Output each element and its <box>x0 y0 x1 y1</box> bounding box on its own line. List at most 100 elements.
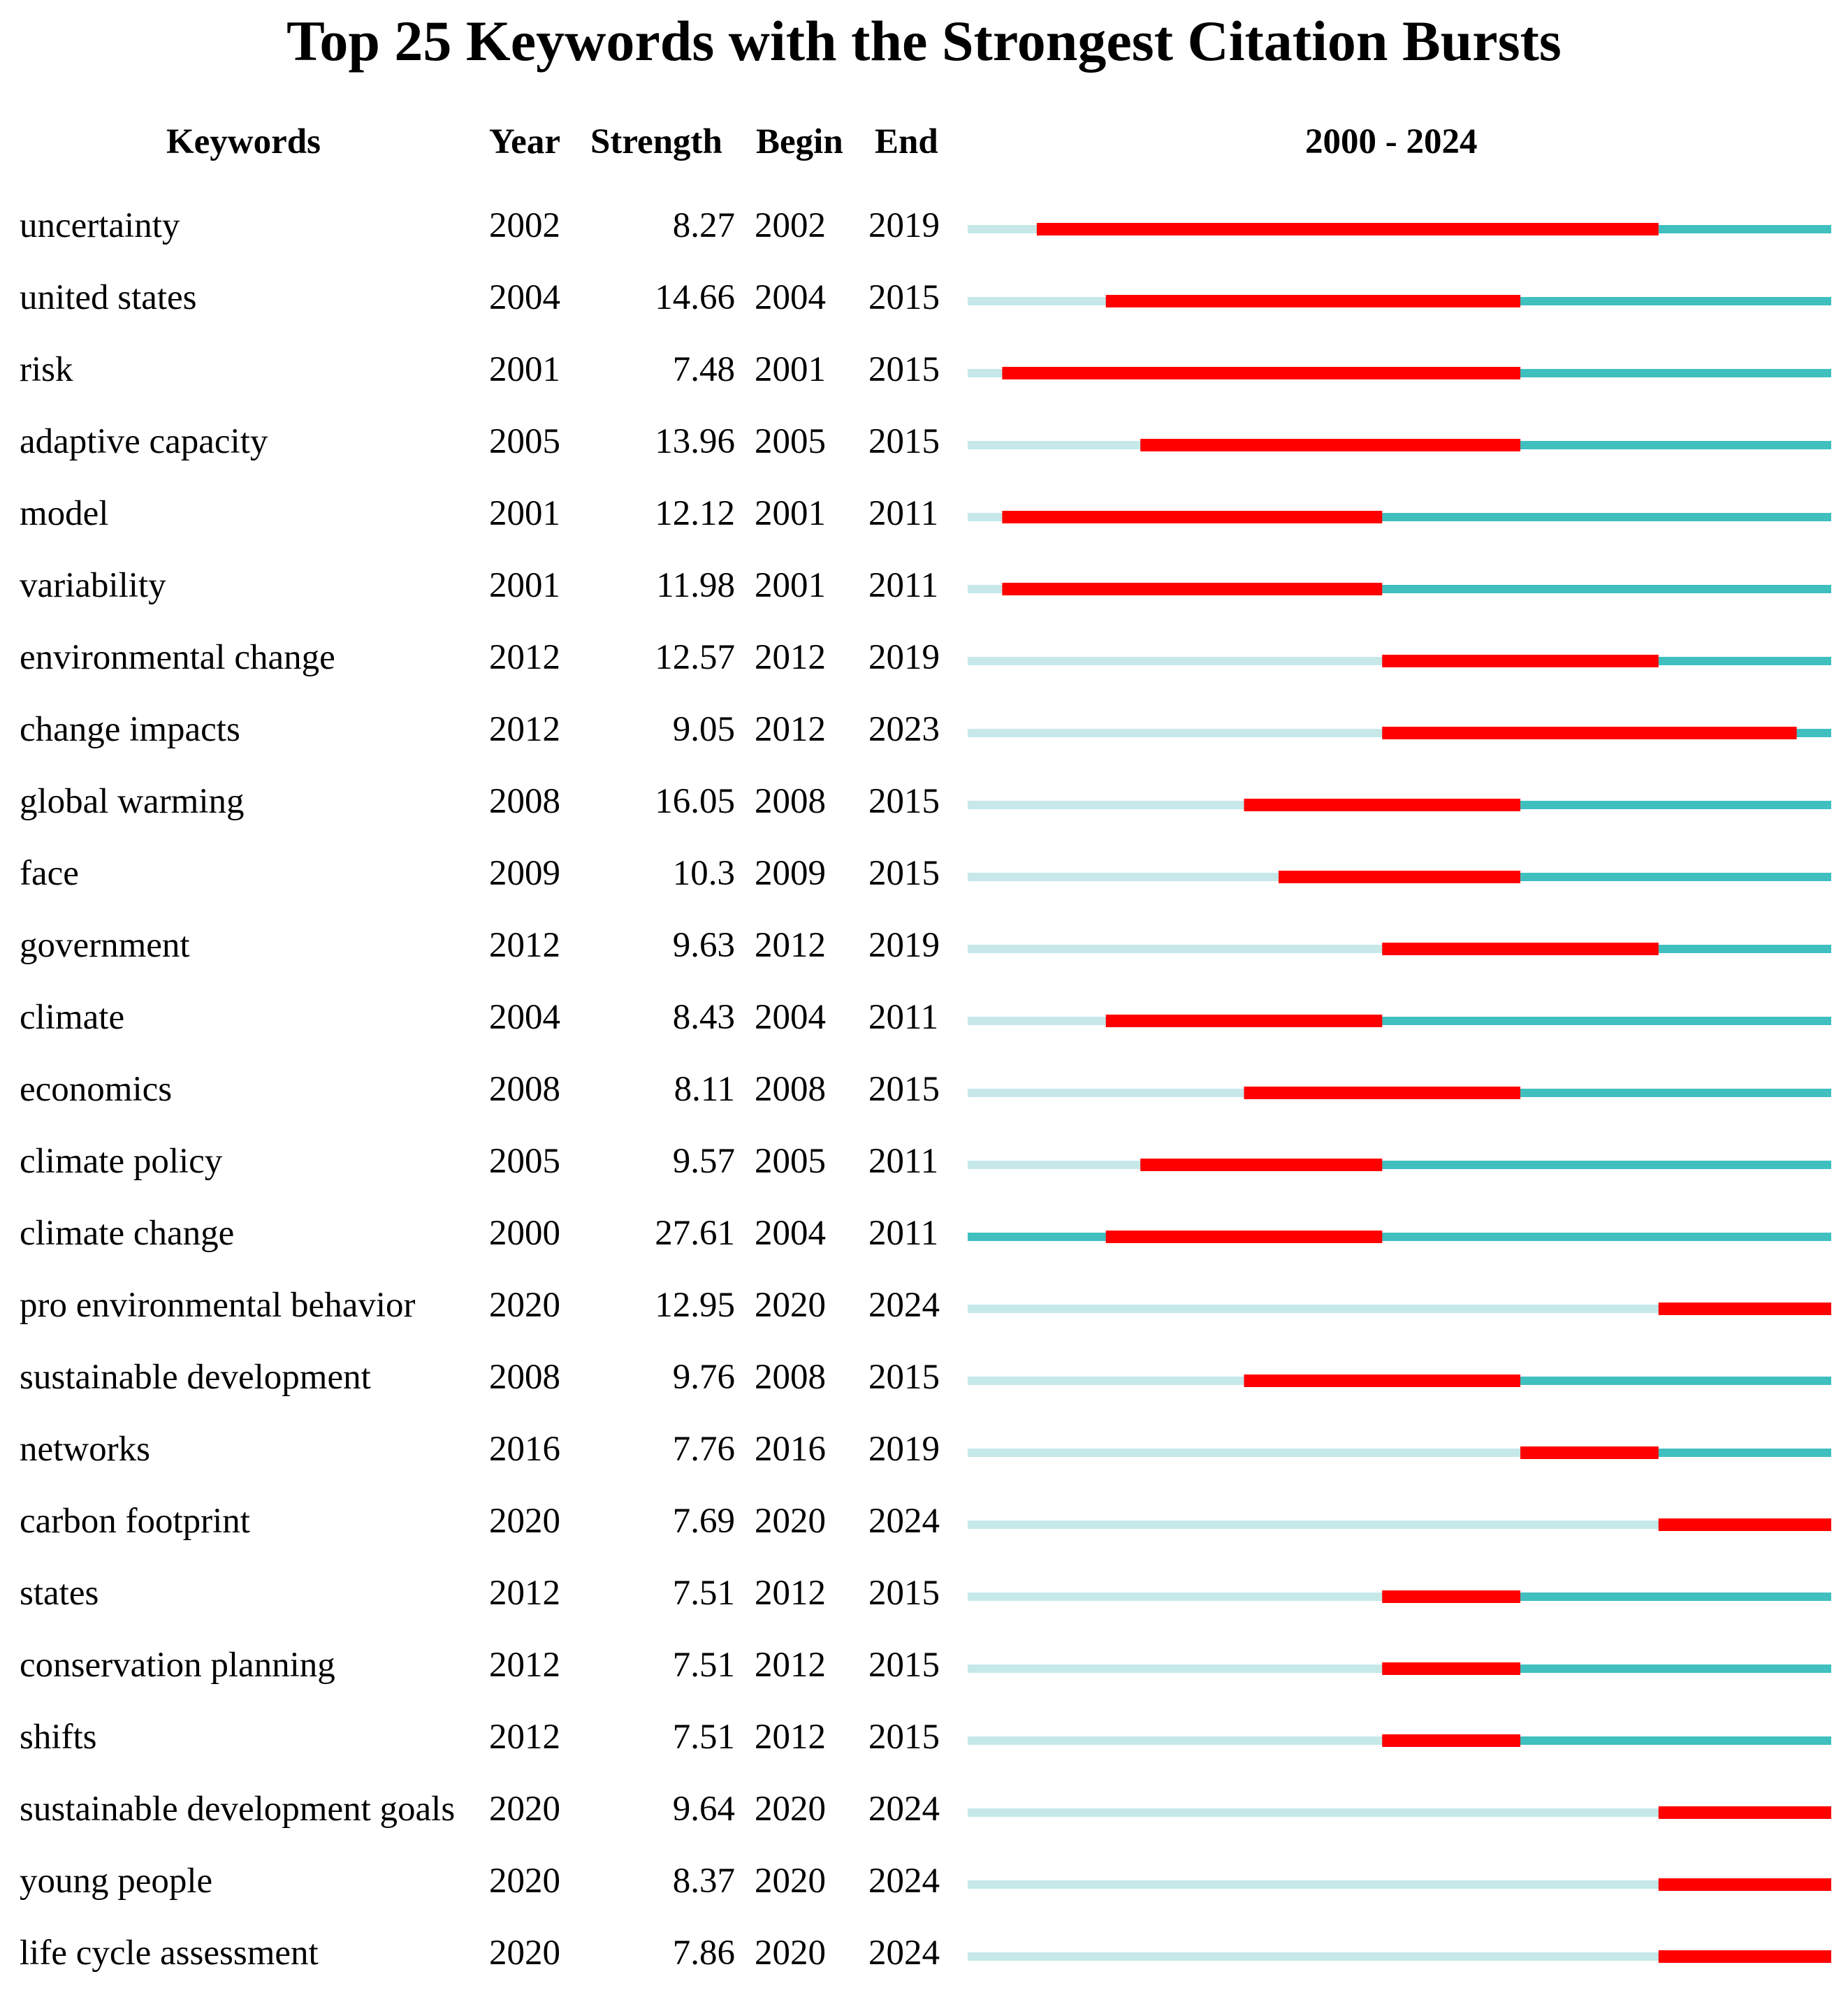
header-begin: Begin <box>756 122 843 161</box>
cell-keyword: life cycle assessment <box>20 1934 319 1973</box>
cell-strength: 8.37 <box>672 1862 735 1901</box>
cell-end: 2019 <box>868 638 940 677</box>
burst-bar <box>1002 583 1383 595</box>
cell-begin: 2012 <box>755 926 826 965</box>
cell-begin: 2008 <box>755 782 826 821</box>
cell-end: 2015 <box>868 782 940 821</box>
timeline-inactive-segment <box>968 441 1141 449</box>
cell-end: 2015 <box>868 1070 940 1109</box>
timeline-inactive-segment <box>968 657 1383 665</box>
table-row: pro environmental behavior 2020 12.95 2020 2… <box>0 1275 1848 1347</box>
cell-begin: 2012 <box>755 1646 826 1685</box>
timeline-inactive-segment <box>968 1593 1383 1601</box>
burst-bar <box>1382 1662 1521 1675</box>
cell-year: 2020 <box>489 1502 560 1541</box>
cell-keyword: united states <box>20 278 197 317</box>
cell-end: 2015 <box>868 1646 940 1685</box>
cell-strength: 7.51 <box>672 1718 735 1757</box>
timeline-inactive-segment <box>968 225 1037 233</box>
timeline-inactive-segment <box>968 1808 1659 1817</box>
cell-strength: 27.61 <box>655 1214 735 1253</box>
cell-strength: 11.98 <box>656 566 735 605</box>
cell-strength: 12.57 <box>655 638 735 677</box>
timeline-inactive-segment <box>968 1377 1244 1385</box>
table-row: face 2009 10.3 2009 2015 <box>0 843 1848 915</box>
cell-strength: 9.57 <box>672 1142 735 1181</box>
cell-keyword: risk <box>20 350 73 389</box>
burst-bar <box>1382 1734 1521 1747</box>
cell-begin: 2020 <box>755 1286 826 1325</box>
cell-year: 2008 <box>489 1070 560 1109</box>
burst-bar <box>1382 727 1797 739</box>
burst-bar <box>1520 1446 1659 1459</box>
timeline-inactive-segment <box>968 1305 1659 1313</box>
cell-year: 2009 <box>489 854 560 893</box>
chart-title: Top 25 Keywords with the Strongest Citat… <box>286 9 1562 73</box>
cell-strength: 7.48 <box>672 350 735 389</box>
cell-keyword: adaptive capacity <box>20 422 268 461</box>
cell-end: 2015 <box>868 278 940 317</box>
table-row: climate policy 2005 9.57 2005 2011 <box>0 1131 1848 1203</box>
table-row: conservation planning 2012 7.51 2012 2015 <box>0 1635 1848 1707</box>
table-row: carbon footprint 2020 7.69 2020 2024 <box>0 1491 1848 1563</box>
cell-end: 2024 <box>868 1286 940 1325</box>
cell-keyword: economics <box>20 1070 173 1109</box>
cell-year: 2012 <box>489 1574 560 1613</box>
cell-year: 2012 <box>489 1646 560 1685</box>
table-row: adaptive capacity 2005 13.96 2005 2015 <box>0 412 1848 484</box>
cell-strength: 12.95 <box>655 1286 735 1325</box>
table-row: economics 2008 8.11 2008 2015 <box>0 1059 1848 1131</box>
header-range: 2000 - 2024 <box>1305 122 1478 161</box>
cell-end: 2011 <box>868 998 939 1037</box>
burst-bar <box>1105 1231 1383 1243</box>
cell-begin: 2020 <box>755 1934 826 1973</box>
cell-end: 2015 <box>868 1574 940 1613</box>
cell-keyword: model <box>20 494 109 533</box>
cell-begin: 2008 <box>755 1358 826 1397</box>
burst-bar <box>1658 1878 1831 1891</box>
burst-bar <box>1658 1950 1831 1963</box>
table-row: change impacts 2012 9.05 2012 2023 <box>0 699 1848 771</box>
cell-begin: 2009 <box>755 854 826 893</box>
cell-strength: 9.05 <box>672 710 735 749</box>
cell-begin: 2001 <box>755 494 826 533</box>
table-row: risk 2001 7.48 2001 2015 <box>0 340 1848 412</box>
table-row: uncertainty 2002 8.27 2002 2019 <box>0 196 1848 268</box>
cell-keyword: states <box>20 1574 99 1613</box>
cell-begin: 2008 <box>755 1070 826 1109</box>
cell-strength: 9.63 <box>672 926 735 965</box>
cell-year: 2020 <box>489 1286 560 1325</box>
burst-bar <box>1382 1590 1521 1603</box>
cell-end: 2024 <box>868 1934 940 1973</box>
table-row: states 2012 7.51 2012 2015 <box>0 1563 1848 1635</box>
cell-begin: 2020 <box>755 1790 826 1829</box>
cell-end: 2015 <box>868 422 940 461</box>
burst-bar <box>1105 295 1521 307</box>
cell-year: 2012 <box>489 1718 560 1757</box>
cell-begin: 2001 <box>755 350 826 389</box>
timeline-inactive-segment <box>968 873 1279 881</box>
timeline-inactive-segment <box>968 945 1383 953</box>
cell-year: 2012 <box>489 710 560 749</box>
cell-keyword: government <box>20 926 190 965</box>
burst-bar <box>1244 1087 1521 1099</box>
cell-strength: 10.3 <box>672 854 735 893</box>
timeline-inactive-segment <box>968 1089 1244 1097</box>
cell-begin: 2004 <box>755 278 826 317</box>
cell-keyword: young people <box>20 1862 213 1901</box>
cell-keyword: conservation planning <box>20 1646 335 1685</box>
table-row: variability 2001 11.98 2001 2011 <box>0 556 1848 627</box>
burst-bar <box>1382 655 1659 667</box>
cell-keyword: environmental change <box>20 638 335 677</box>
table-row: life cycle assessment 2020 7.86 2020 2024 <box>0 1923 1848 1995</box>
cell-begin: 2002 <box>755 206 826 245</box>
cell-begin: 2005 <box>755 1142 826 1181</box>
cell-year: 2005 <box>489 1142 560 1181</box>
cell-year: 2002 <box>489 206 560 245</box>
cell-begin: 2016 <box>755 1430 826 1469</box>
cell-strength: 8.11 <box>674 1070 735 1109</box>
table-row: networks 2016 7.76 2016 2019 <box>0 1419 1848 1491</box>
cell-end: 2011 <box>868 494 939 533</box>
cell-year: 2012 <box>489 926 560 965</box>
timeline-inactive-segment <box>968 801 1244 809</box>
